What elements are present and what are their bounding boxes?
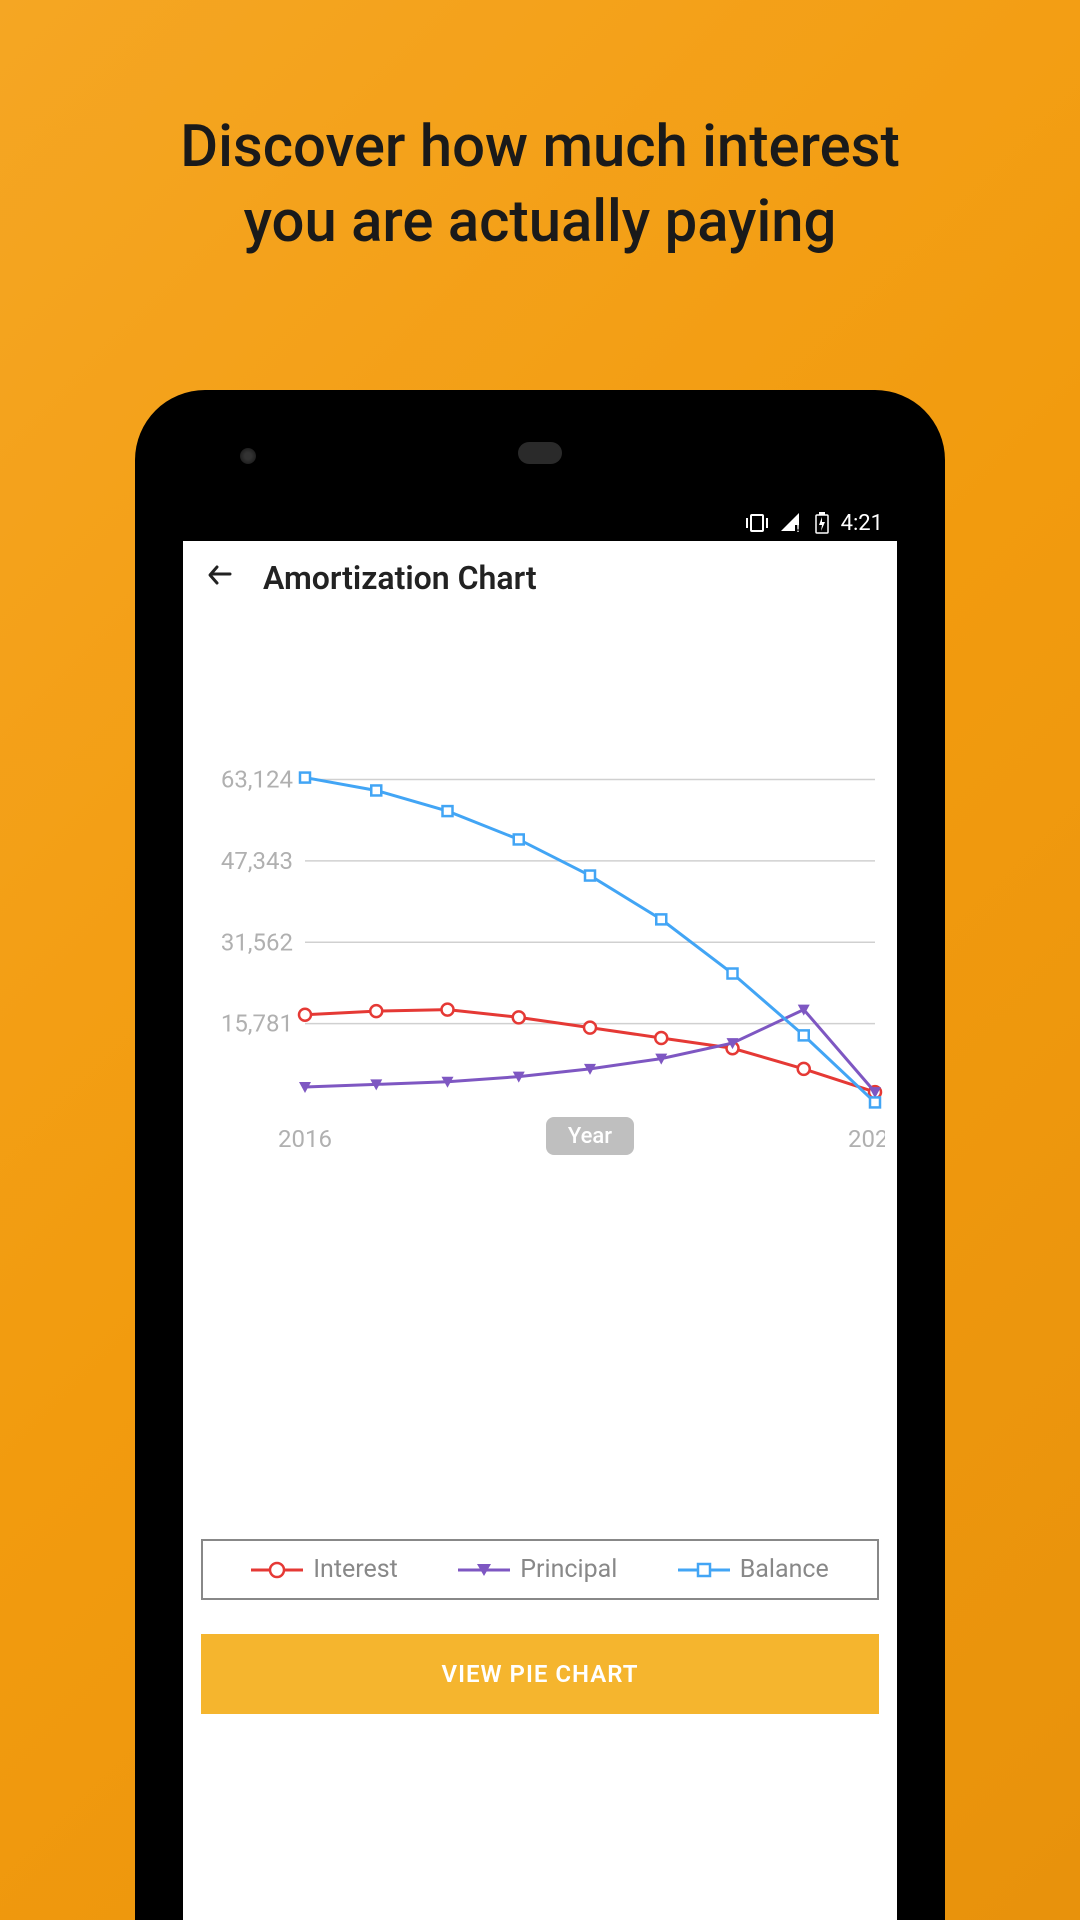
svg-text:15,781: 15,781 (221, 1010, 293, 1038)
legend-item-principal: Principal (458, 1555, 617, 1584)
vibrate-icon (745, 513, 769, 533)
battery-charging-icon (815, 512, 829, 534)
amortization-chart[interactable]: 63,124 47,343 31,562 15,781 2016 2024 Year (183, 615, 897, 1199)
svg-text:2024: 2024 (848, 1125, 885, 1153)
svg-text:47,343: 47,343 (221, 847, 293, 875)
status-bar: ! 4:21 (183, 505, 897, 541)
tagline-line1: Discover how much interest (0, 110, 1080, 185)
svg-text:63,124: 63,124 (221, 766, 293, 794)
signal-icon: ! (781, 513, 803, 533)
chart-legend: Interest Principal Balance (201, 1539, 879, 1600)
tagline-line2: you are actually paying (0, 185, 1080, 260)
phone-camera-icon (240, 448, 256, 464)
legend-label: Principal (520, 1555, 617, 1584)
status-time: 4:21 (841, 511, 883, 536)
legend-item-balance: Balance (678, 1555, 829, 1584)
app-header: Amortization Chart (183, 541, 897, 615)
svg-text:!: ! (796, 524, 799, 533)
promo-tagline: Discover how much interest you are actua… (0, 0, 1080, 261)
svg-text:2016: 2016 (278, 1125, 332, 1153)
page-title: Amortization Chart (263, 559, 537, 597)
legend-label: Interest (313, 1555, 398, 1584)
chart-canvas: 63,124 47,343 31,562 15,781 2016 2024 Year (195, 765, 885, 1165)
app-screen: Amortization Chart 63,124 47,343 31,562 15,… (183, 541, 897, 1920)
legend-item-interest: Interest (251, 1555, 398, 1584)
phone-speaker-icon (518, 442, 562, 464)
back-arrow-icon[interactable] (205, 560, 235, 596)
legend-label: Balance (740, 1555, 829, 1584)
phone-frame: ! 4:21 Amortization Chart 63,124 47,343 31… (135, 390, 945, 1920)
svg-text:Year: Year (568, 1124, 612, 1149)
svg-text:31,562: 31,562 (221, 928, 293, 956)
view-pie-chart-button[interactable]: VIEW PIE CHART (201, 1634, 879, 1714)
